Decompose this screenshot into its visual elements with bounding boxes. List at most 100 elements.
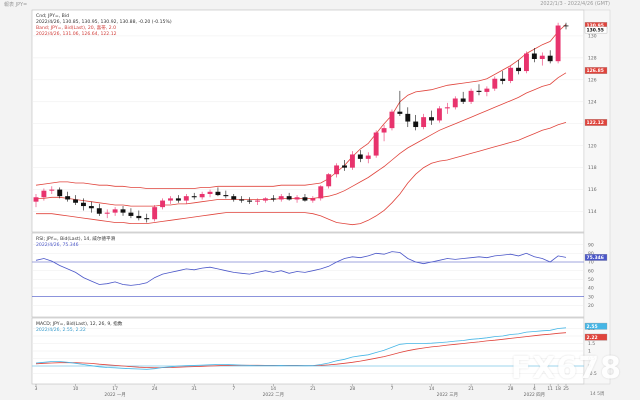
axis-corner-label: 14 5周 (590, 391, 605, 397)
price-tag-box (584, 322, 608, 330)
candle-body (563, 25, 569, 27)
price-tag-label: 130.95 (587, 23, 604, 29)
x-tick-label: 7 (232, 386, 235, 392)
candle-body (373, 132, 379, 156)
candle-body (365, 155, 371, 159)
candle-body (389, 111, 395, 129)
price-tag-label: 2.55 (587, 324, 598, 330)
candle-body (349, 154, 355, 168)
x-tick-label: 14 (429, 386, 435, 392)
candle-body (413, 121, 419, 128)
candle-body (73, 199, 79, 203)
candle-body (88, 206, 94, 209)
x-tick-label: 24 (152, 386, 158, 392)
candle-body (160, 200, 166, 208)
x-tick-label: 7 (391, 386, 394, 392)
y-tick-label: 80 (588, 251, 594, 257)
price-tag-box (584, 26, 608, 34)
candle-body (334, 165, 340, 175)
y-tick-label: 0 (588, 364, 591, 370)
candle-body (342, 165, 347, 168)
candle-body (231, 196, 237, 200)
legend-line: 2022/4/26, 130.85, 130.95, 130.92, 130.8… (36, 19, 172, 25)
y-tick-label: -0.5 (588, 371, 597, 377)
candle-body (286, 196, 292, 200)
y-tick-label: 90 (588, 242, 594, 248)
x-tick-label: 28 (508, 386, 514, 392)
candle-body (49, 189, 55, 191)
price-tag-box (584, 119, 608, 126)
macd-lines (32, 327, 584, 370)
candlesticks (33, 22, 569, 223)
price-tag-label: 75.346 (587, 255, 604, 261)
candle-body (405, 113, 411, 122)
macd-legend: MACD; JPY=, Bid(Last), 12, 26, 9, 指数 202… (36, 320, 123, 333)
candle-body (460, 98, 466, 102)
macd-series-line (35, 327, 567, 370)
price-legend: Cnd; JPY=, Bid 2022/4/26, 130.85, 130.95… (36, 13, 172, 37)
price-tag-box (584, 333, 608, 341)
candle-body (247, 200, 253, 202)
candle-body (476, 90, 482, 92)
candle-body (199, 193, 205, 198)
candle-body (523, 53, 529, 72)
y-tick-label: 30 (588, 294, 594, 300)
candle-body (144, 218, 150, 220)
y-tick-label: 128 (588, 55, 597, 61)
y-tick-label: 1 (588, 349, 591, 355)
candle-body (41, 190, 47, 198)
legend-line: MACD; JPY=, Bid(Last), 12, 26, 9, 指数 (36, 320, 123, 327)
candle-body (175, 198, 181, 201)
price-tag-label: 126.85 (587, 68, 604, 74)
candle-body (278, 196, 284, 200)
legend-line: 2022/4/26, 75.346 (36, 242, 79, 248)
candle-body (136, 215, 142, 219)
watermark: FX678 (510, 351, 622, 386)
candle-body (318, 186, 324, 199)
y-tick-labels: 1141161181201221241261281302030405060708… (588, 34, 597, 378)
y-tick-label: 118 (588, 165, 597, 171)
price-tag-box (584, 254, 608, 261)
candle-body (397, 111, 403, 114)
y-tick-label: 40 (588, 286, 594, 292)
x-tick-label: 25 (563, 386, 569, 392)
candle-body (500, 78, 506, 81)
x-tick-label: 17 (112, 386, 118, 392)
candle-body (81, 202, 86, 207)
y-tick-label: 120 (588, 143, 597, 149)
candle-body (555, 25, 561, 62)
y-tick-label: 20 (588, 303, 594, 309)
date-range-label: 2022/1/3 - 2022/4/26 (GMT) (540, 1, 610, 7)
candle-body (223, 195, 229, 197)
bollinger-lower-line (36, 122, 567, 226)
price-tag-box (584, 67, 608, 74)
candle-body (492, 78, 498, 89)
candle-body (310, 198, 316, 201)
candle-body (326, 174, 332, 187)
y-tick-label: 114 (588, 209, 597, 215)
bollinger-bands (35, 24, 567, 226)
candle-body (239, 199, 245, 201)
window-title: 報表 JPY= (4, 2, 28, 8)
candle-body (112, 209, 118, 213)
legend-line: 2022/4/26, 2.55, 2.22 (36, 327, 86, 333)
candle-body (468, 90, 474, 102)
candle-body (57, 189, 63, 197)
candle-body (96, 208, 102, 214)
candle-body (302, 197, 308, 201)
legend-line: Band; JPY=, Bid(Last), 20, 喜帯, 2.0 (36, 24, 116, 31)
x-month-label: 2022 一月 (104, 392, 125, 398)
candle-body (104, 212, 110, 214)
x-month-label: 2022 三月 (437, 392, 458, 398)
y-tick-label: 124 (588, 99, 597, 105)
legend-line: 2022/4/26, 131.06, 126.64, 122.12 (36, 31, 117, 37)
candle-body (207, 191, 213, 194)
x-tick-label: 10 (73, 386, 79, 392)
rsi-line (32, 251, 584, 297)
candle-body (65, 196, 71, 200)
x-tick-label: 28 (350, 386, 356, 392)
y-tick-label: 116 (588, 187, 597, 193)
candle-body (516, 67, 521, 72)
candle-body (547, 55, 553, 62)
